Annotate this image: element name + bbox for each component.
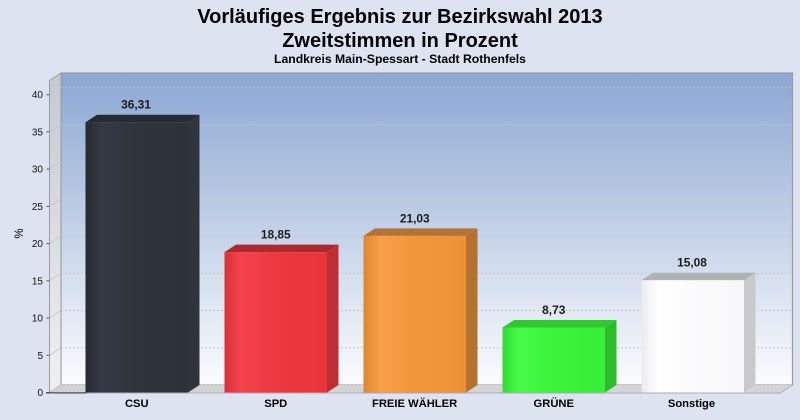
svg-text:18,85: 18,85 [261, 228, 291, 242]
svg-text:Landkreis Main-Spessart - Stad: Landkreis Main-Spessart - Stadt Rothenfe… [274, 52, 526, 66]
svg-text:25: 25 [32, 202, 44, 213]
svg-text:FREIE WÄHLER: FREIE WÄHLER [372, 397, 457, 410]
svg-text:35: 35 [32, 127, 44, 138]
svg-text:20: 20 [32, 239, 44, 250]
svg-text:15: 15 [32, 276, 44, 287]
svg-text:Vorläufiges Ergebnis zur Bezir: Vorläufiges Ergebnis zur Bezirkswahl 201… [197, 6, 602, 28]
svg-text:36,31: 36,31 [121, 98, 151, 112]
svg-text:15,08: 15,08 [677, 256, 707, 270]
svg-text:CSU: CSU [125, 398, 149, 410]
svg-text:5: 5 [37, 351, 43, 362]
svg-text:40: 40 [32, 90, 44, 101]
svg-text:10: 10 [32, 314, 44, 325]
svg-text:Sonstige: Sonstige [668, 398, 715, 410]
svg-text:GRÜNE: GRÜNE [534, 397, 575, 410]
svg-text:8,73: 8,73 [542, 303, 566, 317]
svg-text:%: % [14, 228, 26, 238]
svg-text:0: 0 [37, 388, 43, 399]
svg-text:SPD: SPD [264, 398, 287, 410]
svg-text:21,03: 21,03 [400, 211, 430, 225]
svg-text:Zweitstimmen in Prozent: Zweitstimmen in Prozent [282, 30, 518, 52]
svg-text:30: 30 [32, 165, 44, 176]
